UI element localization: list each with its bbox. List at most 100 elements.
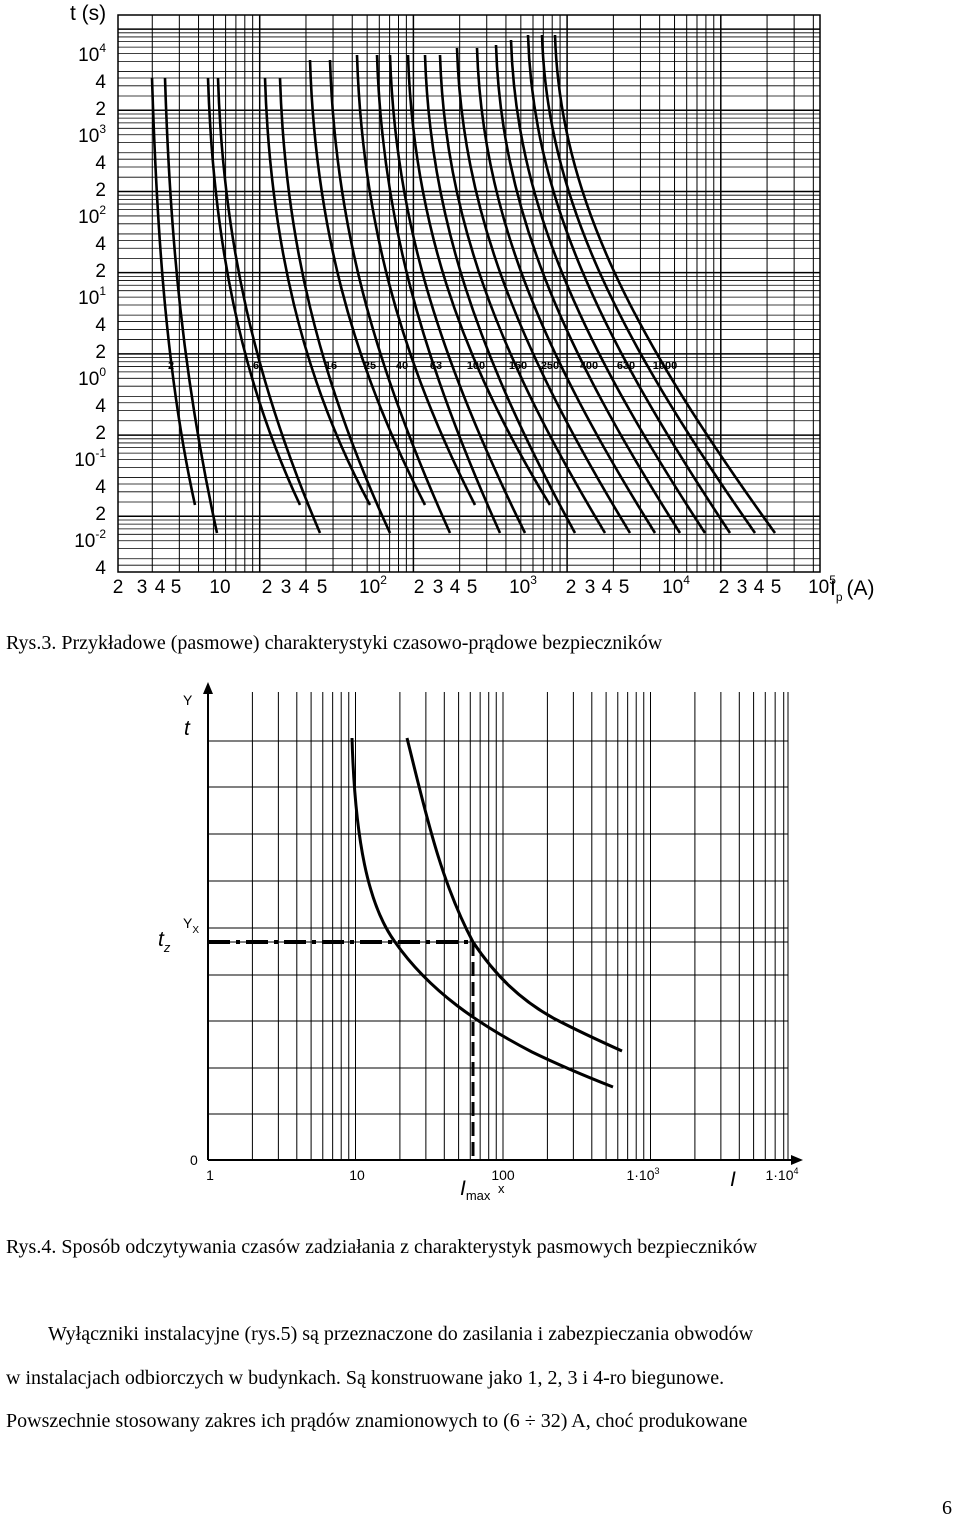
y-tick-label: 100: [78, 365, 106, 390]
y-axis-arrow: [203, 682, 213, 694]
y-tick-label-value: 4: [95, 315, 106, 336]
x-tick-label: 5: [467, 577, 478, 598]
y-tick-label: 103: [78, 122, 106, 147]
fuse-curve: [423, 54, 577, 534]
x-tick-label-value: 1·10: [765, 1167, 793, 1183]
y-tick-label: 2: [95, 504, 106, 525]
origin-label: 0: [190, 1152, 198, 1168]
fuse-curve: [438, 54, 607, 534]
y-tick-label-exponent: 4: [99, 41, 106, 55]
x-tick-label: 4: [754, 577, 765, 598]
paragraph-line-3: Powszechnie stosowany zakres ich prądów …: [6, 1410, 748, 1432]
fuse-curve: [328, 59, 452, 534]
curve-rating-label: 250: [541, 360, 559, 372]
fuse-curve: [475, 47, 657, 534]
fuse-curve: [388, 54, 527, 534]
curve-rating-label: 400: [580, 360, 598, 372]
x-tick-label-value: 10: [509, 577, 530, 598]
x-tick-label: 1·104: [765, 1166, 798, 1183]
fuse-curve: [355, 54, 477, 506]
x-tick-label-value: 10: [662, 577, 683, 598]
yx-label-subscript: X: [192, 925, 199, 936]
x-axis-title-unit: (A): [847, 577, 875, 600]
x-axis-I-label: I: [730, 1168, 736, 1191]
chart-grid: [118, 15, 820, 572]
x-axis-tick-labels: 2 3 4 5 10 2 3 4 5 102 2 3 4 5 103 2 3 4 5 104 2 3 4 5 105: [113, 573, 837, 598]
x-tick-label-value: 5: [171, 577, 182, 598]
x-tick-label-value: 2: [113, 577, 124, 598]
paragraph-line-2: w instalacjach odbiorczych w budynkach. …: [6, 1367, 725, 1389]
x-axis-title: Ip (A): [830, 577, 875, 604]
x-tick-label-value: 3: [585, 577, 596, 598]
y-tick-label-exponent: 3: [99, 122, 106, 136]
y-tick-label: 10-2: [74, 527, 106, 552]
y-tick-label: 4: [95, 558, 106, 579]
y-tick-label: 4: [95, 396, 106, 417]
y-tick-label: 104: [78, 41, 106, 66]
x-tick-label: 4: [299, 577, 310, 598]
y-tick-label-value: 10: [74, 531, 95, 552]
yx-label-symbol: Y: [183, 915, 193, 931]
curve-rating-label: 1000: [653, 360, 677, 372]
curve-rating-label: 2: [168, 360, 174, 372]
x-tick-label-value: 3: [137, 577, 148, 598]
y-tick-label-value: 4: [95, 72, 106, 93]
fuse-curve: [406, 54, 552, 506]
y-tick-label-value: 2: [95, 180, 106, 201]
tz-label-symbol: t: [158, 928, 165, 951]
fuse-curve: [206, 77, 302, 506]
figure-3-caption: Rys.3. Przykładowe (pasmowe) charakterys…: [6, 632, 663, 654]
x-axis-tick-labels: 1 10 100 1·103 1·104: [206, 1166, 798, 1183]
x-tick-label-value: 5: [317, 577, 328, 598]
y-tick-label: 4: [95, 153, 106, 174]
x-tick-label-value: 10: [808, 577, 829, 598]
x-tick-label: 104: [662, 573, 690, 598]
imax-label-subscript: max: [466, 1188, 491, 1203]
x-tick-label-value: 4: [155, 577, 166, 598]
x-tick-label-value: 4: [299, 577, 310, 598]
y-tick-label: 2: [95, 261, 106, 282]
x-tick-label: 2: [719, 577, 730, 598]
x-tick-label-value: 5: [467, 577, 478, 598]
y-tick-label-value: 2: [95, 261, 106, 282]
page-number: 6: [942, 1497, 952, 1519]
x-axis-title-subscript: p: [836, 590, 843, 604]
fuse-curve: [263, 77, 372, 506]
y-tick-label: 4: [95, 477, 106, 498]
fuse-curve: [375, 54, 502, 534]
y-tick-label: 2: [95, 180, 106, 201]
y-tick-label-value: 10: [78, 126, 99, 147]
tz-label: tz: [158, 928, 171, 955]
fuse-curve: [163, 77, 219, 534]
x-tick-label: 100: [491, 1167, 515, 1183]
fuse-curves: [150, 34, 777, 534]
x-tick-label-exponent: 5: [829, 573, 836, 587]
x-under-100-label: x: [498, 1181, 505, 1196]
y-tick-label: 101: [78, 284, 106, 309]
curve-rating-label: 630: [617, 360, 635, 372]
reading-method-chart: 1 10 100 1·103 1·104 Y t tz YX 0 x Imax I: [158, 682, 803, 1203]
figure-4-caption: Rys.4. Sposób odczytywania czasów zadzia…: [6, 1236, 758, 1258]
curve-rating-label: 63: [430, 360, 442, 372]
fuse-curve: [278, 77, 392, 534]
y-tick-label-value: 2: [95, 342, 106, 363]
y-axis-Y-label: Y: [183, 692, 193, 708]
paragraph-line-1: Wyłączniki instalacyjne (rys.5) są przez…: [48, 1323, 754, 1345]
x-tick-label-exponent: 4: [683, 573, 690, 587]
x-axis-arrow: [791, 1155, 803, 1165]
y-tick-label-exponent: 1: [99, 284, 106, 298]
x-tick-label: 2: [262, 577, 273, 598]
fuse-curve: [540, 34, 757, 534]
y-tick-label: 2: [95, 342, 106, 363]
x-tick-label: 5: [619, 577, 630, 598]
x-tick-label: 2: [414, 577, 425, 598]
y-tick-label-value: 2: [95, 423, 106, 444]
y-tick-label: 4: [95, 72, 106, 93]
x-tick-label-value: 10: [349, 1167, 365, 1183]
x-tick-label-exponent: 3: [655, 1166, 660, 1176]
x-tick-label: 3: [585, 577, 596, 598]
y-tick-label: 4: [95, 234, 106, 255]
y-tick-label-exponent: -2: [95, 527, 106, 541]
x-tick-label-value: 2: [719, 577, 730, 598]
